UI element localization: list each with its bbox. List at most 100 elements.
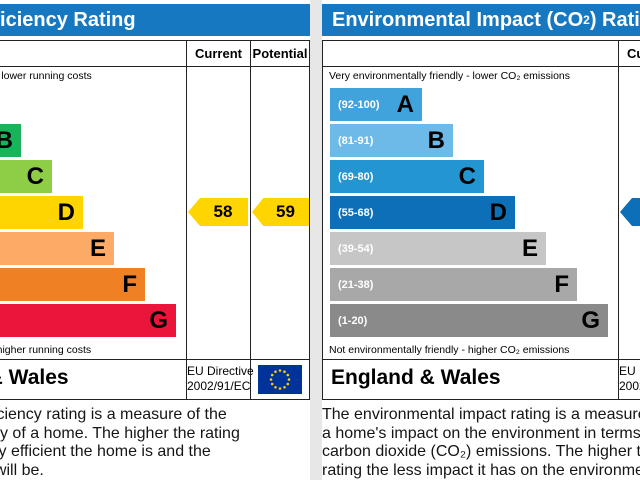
rating-band: (39-54) E: [330, 232, 546, 265]
band-row-c: (69-80) C: [330, 160, 608, 196]
current-rating-arrow: [620, 198, 640, 226]
top-caption: Very environmentally friendly - lower CO…: [329, 70, 570, 82]
region-label: England & Wales: [0, 366, 69, 389]
chart-footer: England & Wales EU Directive 2002/91/EC: [0, 360, 310, 400]
band-row-c: C: [0, 160, 176, 196]
band-row-d: D: [0, 196, 176, 232]
description-line: the more energy efficient the home is an…: [0, 443, 211, 460]
eu-directive-line1: EU Directive: [619, 364, 640, 378]
band-row-g: G: [0, 304, 176, 340]
rating-band: G: [0, 304, 176, 337]
potential-rating-arrow: 59: [252, 198, 309, 226]
rating-band: C: [0, 160, 52, 193]
band-row-f: (21-38) F: [330, 268, 608, 304]
potential-rating-value: 59: [276, 202, 295, 221]
rating-bands: ABCDEFG: [0, 88, 176, 340]
band-row-d: (55-68) D: [330, 196, 608, 232]
column-divider: [250, 41, 251, 359]
current-rating-value: 58: [213, 202, 233, 221]
band-row-a: (92-100) A: [330, 88, 608, 124]
environmental-description-text: The environmental impact rating is a mea…: [322, 406, 640, 480]
band-range-label: (1-20): [338, 314, 368, 327]
band-row-e: E: [0, 232, 176, 268]
band-row-a: A: [0, 88, 176, 124]
column-divider: [186, 360, 187, 399]
rating-band: (1-20) G: [330, 304, 608, 337]
environmental-impact-panel: Environmental Impact (CO2) Rating Curren…: [322, 0, 640, 480]
band-letter: E: [521, 234, 538, 262]
band-row-b: B: [0, 124, 176, 160]
environmental-rating-chart: Current Potential Very environmentally f…: [322, 40, 640, 360]
column-divider: [250, 360, 251, 399]
rating-band: (21-38) F: [330, 268, 577, 301]
current-column-header: Current: [627, 46, 640, 61]
band-letter: C: [26, 162, 44, 190]
band-row-f: F: [0, 268, 176, 304]
description-line: rating the less impact it has on the env…: [322, 461, 640, 479]
rating-band: (92-100) A: [330, 88, 422, 121]
band-row-g: (1-20) G: [330, 304, 608, 340]
eu-directive-label: EU Directive 2002/91/EC: [619, 364, 640, 394]
column-divider: [618, 360, 619, 399]
rating-band: (81-91) B: [330, 124, 453, 157]
description-line: a home's impact on the environment in te…: [322, 424, 640, 442]
band-row-e: (39-54) E: [330, 232, 608, 268]
bottom-caption: Not environmentally friendly - higher CO…: [329, 344, 570, 356]
eu-directive-line2: 2002/91/EC: [187, 379, 251, 393]
rating-band: (69-80) C: [330, 160, 484, 193]
band-letter: D: [57, 198, 75, 226]
description-line: lower fuel bills will be.: [0, 461, 44, 479]
chart-title-text: Energy Efficiency Rating: [0, 8, 136, 31]
rating-band: F: [0, 268, 145, 301]
top-caption: Very energy efficient - lower running co…: [0, 70, 92, 82]
current-column-header: Current: [195, 46, 242, 61]
band-letter: A: [396, 90, 414, 118]
band-range-label: (39-54): [338, 242, 374, 255]
environmental-chart-title: Environmental Impact (CO2) Rating: [322, 4, 640, 36]
rating-bands: (92-100) A (81-91) B (69-80) C (55-68) D (39-54)…: [330, 88, 608, 340]
band-letter: G: [581, 306, 600, 334]
band-range-label: (55-68): [338, 206, 374, 219]
description-line: The environmental impact rating is a mea…: [322, 406, 640, 423]
current-rating-arrow: 58: [188, 198, 248, 226]
rating-band: B: [0, 124, 21, 157]
band-letter: B: [0, 126, 13, 154]
description-line: carbon dioxide (CO₂) emissions. The high…: [322, 443, 640, 460]
band-range-label: (92-100): [338, 98, 380, 111]
energy-efficiency-panel: Energy Efficiency Rating Current Potenti…: [0, 0, 310, 480]
band-letter: D: [489, 198, 507, 226]
bottom-caption: Not energy efficient - higher running co…: [0, 344, 92, 356]
band-range-label: (81-91): [338, 134, 374, 147]
rating-band: D: [0, 196, 83, 229]
band-letter: F: [122, 270, 137, 298]
column-divider: [618, 41, 619, 359]
band-letter: F: [554, 270, 569, 298]
band-letter: B: [427, 126, 445, 154]
eu-directive-line1: EU Directive: [187, 364, 254, 378]
header-divider: [0, 66, 309, 67]
region-label: England & Wales: [331, 366, 501, 389]
band-letter: G: [149, 306, 168, 334]
energy-description-text: The energy efficiency rating is a measur…: [0, 406, 240, 480]
band-range-label: (69-80): [338, 170, 374, 183]
energy-rating-chart: Current Potential Very energy efficient …: [0, 40, 310, 360]
chart-footer: England & Wales EU Directive 2002/91/EC: [322, 360, 640, 400]
band-letter: E: [89, 234, 106, 262]
band-row-b: (81-91) B: [330, 124, 608, 160]
band-range-label: (21-38): [338, 278, 374, 291]
energy-chart-title: Energy Efficiency Rating: [0, 4, 310, 36]
eu-flag-icon: [258, 365, 302, 394]
header-divider: [323, 66, 640, 67]
description-line: The energy efficiency rating is a measur…: [0, 406, 227, 423]
description-line: overall efficiency of a home. The higher…: [0, 424, 240, 442]
chart-title-text-end: ) Rating: [589, 8, 640, 31]
rating-band: E: [0, 232, 114, 265]
rating-band: (55-68) D: [330, 196, 515, 229]
eu-directive-line2: 2002/91/EC: [619, 379, 640, 393]
eu-directive-label: EU Directive 2002/91/EC: [187, 364, 254, 394]
potential-column-header: Potential: [252, 46, 308, 61]
band-letter: C: [458, 162, 476, 190]
column-divider: [186, 41, 187, 359]
chart-title-text: Environmental Impact (CO: [332, 8, 584, 31]
